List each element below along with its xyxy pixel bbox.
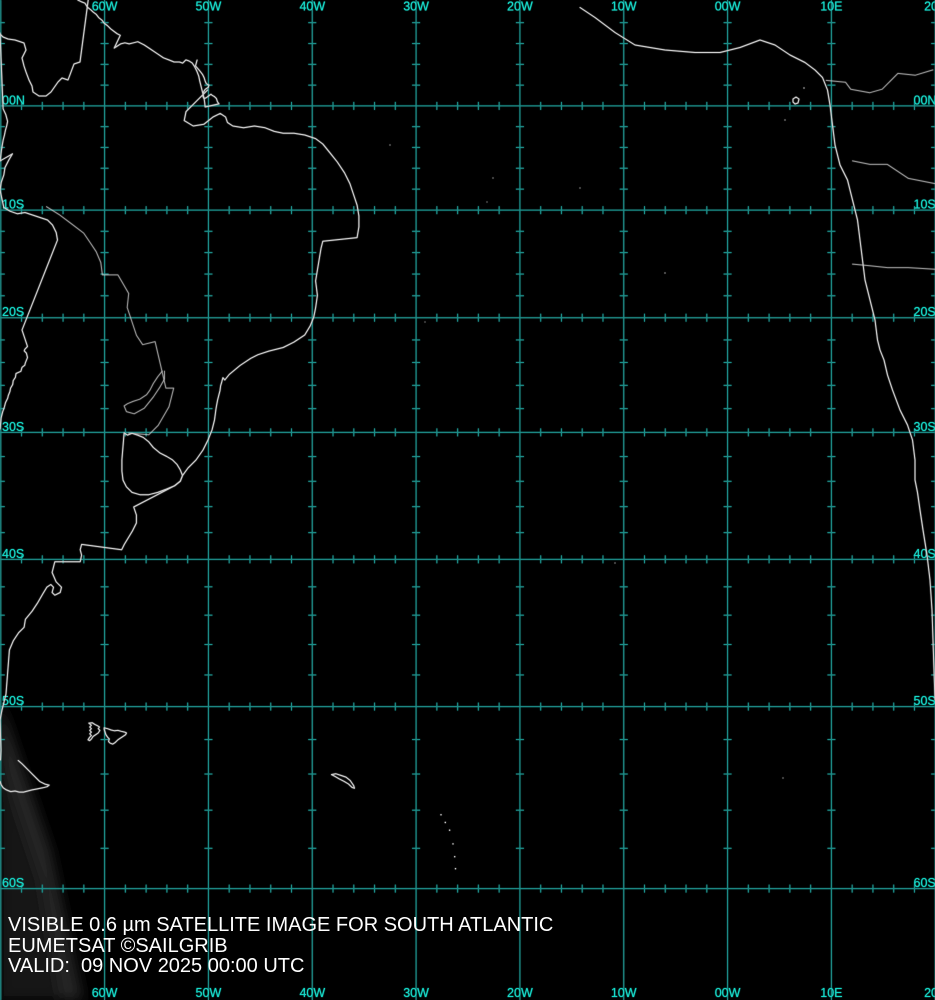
svg-text:20E: 20E (924, 986, 935, 1000)
svg-text:00N: 00N (2, 93, 25, 107)
svg-text:30W: 30W (403, 0, 429, 14)
svg-text:20W: 20W (507, 0, 533, 14)
svg-text:60S: 60S (914, 876, 935, 890)
svg-text:10S: 10S (2, 198, 24, 212)
svg-text:30S: 30S (2, 420, 24, 434)
svg-text:60W: 60W (92, 0, 118, 14)
svg-text:00W: 00W (715, 986, 741, 1000)
svg-text:60S: 60S (2, 876, 24, 890)
svg-text:60W: 60W (92, 986, 118, 1000)
svg-text:50W: 50W (196, 0, 222, 14)
svg-text:20S: 20S (914, 305, 935, 319)
svg-text:50S: 50S (914, 694, 935, 708)
svg-text:10W: 10W (611, 0, 637, 14)
svg-text:40W: 40W (299, 986, 325, 1000)
svg-text:50W: 50W (196, 986, 222, 1000)
svg-text:20E: 20E (924, 0, 935, 14)
svg-text:20S: 20S (2, 305, 24, 319)
svg-text:30W: 30W (403, 986, 429, 1000)
svg-text:20W: 20W (507, 986, 533, 1000)
svg-text:10W: 10W (611, 986, 637, 1000)
svg-text:10E: 10E (820, 0, 842, 14)
svg-text:40W: 40W (299, 0, 325, 14)
svg-text:10E: 10E (820, 986, 842, 1000)
svg-text:40S: 40S (914, 547, 935, 561)
svg-text:10S: 10S (914, 198, 935, 212)
svg-text:40S: 40S (2, 547, 24, 561)
svg-text:30S: 30S (914, 420, 935, 434)
svg-text:00W: 00W (715, 0, 741, 14)
svg-text:00N: 00N (914, 93, 935, 107)
